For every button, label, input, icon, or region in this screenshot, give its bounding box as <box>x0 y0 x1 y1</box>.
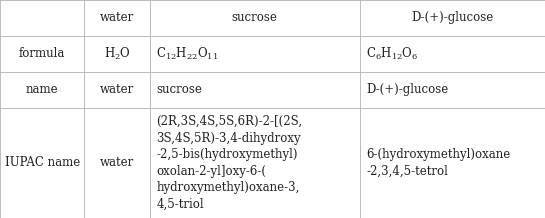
Text: water: water <box>100 12 134 24</box>
Text: D-(+)-glucose: D-(+)-glucose <box>366 83 449 96</box>
Text: $\mathregular{H_2O}$: $\mathregular{H_2O}$ <box>104 46 131 62</box>
Text: water: water <box>100 83 134 96</box>
Text: water: water <box>100 157 134 169</box>
Text: sucrose: sucrose <box>156 83 202 96</box>
Text: (2R,3S,4S,5S,6R)-2-[(2S,
3S,4S,5R)-3,4-dihydroxy
-2,5-bis(hydroxymethyl)
oxolan-: (2R,3S,4S,5S,6R)-2-[(2S, 3S,4S,5R)-3,4-d… <box>156 115 302 211</box>
Text: name: name <box>26 83 58 96</box>
Text: IUPAC name: IUPAC name <box>4 157 80 169</box>
Text: D-(+)-glucose: D-(+)-glucose <box>411 12 493 24</box>
Text: sucrose: sucrose <box>232 12 278 24</box>
Text: $\mathregular{C_{12}H_{22}O_{11}}$: $\mathregular{C_{12}H_{22}O_{11}}$ <box>156 46 219 62</box>
Text: $\mathregular{C_6H_{12}O_6}$: $\mathregular{C_6H_{12}O_6}$ <box>366 46 419 62</box>
Text: formula: formula <box>19 48 65 60</box>
Text: 6-(hydroxymethyl)oxane
-2,3,4,5-tetrol: 6-(hydroxymethyl)oxane -2,3,4,5-tetrol <box>366 148 511 178</box>
